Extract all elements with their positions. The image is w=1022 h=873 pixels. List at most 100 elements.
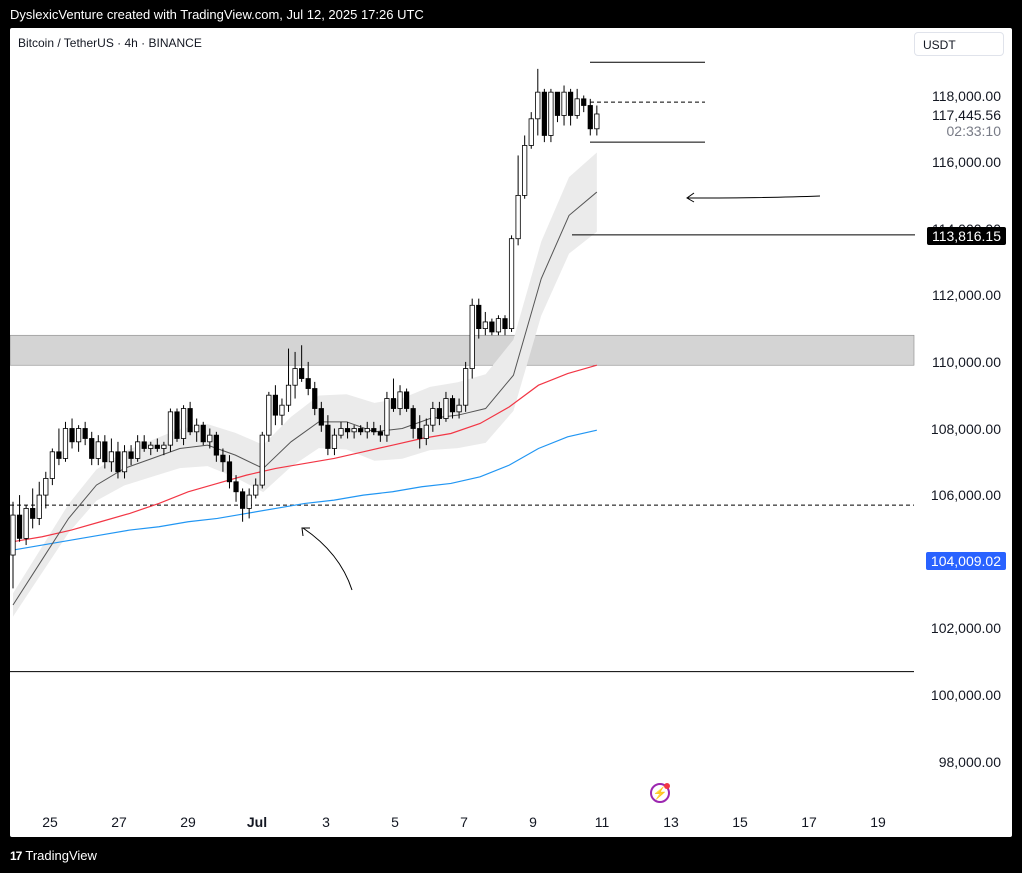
candle-up <box>364 428 370 433</box>
candle-down <box>16 514 23 539</box>
candle-up <box>121 451 128 473</box>
candle-up <box>259 434 265 486</box>
candle-down <box>213 434 219 456</box>
candle-up <box>482 321 488 330</box>
candle-down <box>299 368 305 379</box>
candle-up <box>279 404 285 416</box>
time-tick: Jul <box>246 814 268 830</box>
time-tick: 27 <box>111 814 127 830</box>
candle-up <box>508 238 515 330</box>
candle-up <box>331 434 338 449</box>
candle-down <box>56 451 62 459</box>
candle-down <box>318 408 324 426</box>
time-tick: 13 <box>663 814 679 830</box>
chart-panel[interactable]: Bitcoin / TetherUS · 4h · BINANCE USDT 1… <box>10 28 1012 837</box>
price-tick: 106,000.00 <box>930 487 1001 504</box>
candle-up <box>515 194 521 240</box>
time-tick: 15 <box>732 814 748 830</box>
time-tick: 17 <box>801 814 817 830</box>
candle-down <box>371 428 377 433</box>
candle-up <box>338 428 344 436</box>
candle-up <box>207 434 213 443</box>
last-price-label: 117,445.56 <box>931 107 1001 123</box>
horizontal-line-price-badge: 113,816.15 <box>926 227 1006 245</box>
candle-up <box>463 368 469 406</box>
candle-up <box>194 424 200 433</box>
price-tick: 102,000.00 <box>930 620 1001 637</box>
price-chart[interactable] <box>10 28 1012 837</box>
candle-up <box>351 428 357 433</box>
time-tick: 9 <box>529 814 537 830</box>
candle-up <box>528 118 534 146</box>
ema-red-line <box>12 364 598 543</box>
candle-down <box>272 394 279 416</box>
candle-up <box>469 304 475 369</box>
candle-up <box>384 398 390 436</box>
time-tick: 5 <box>391 814 399 830</box>
candle-down <box>233 481 239 493</box>
candle-up <box>246 494 252 509</box>
candle-down <box>449 398 456 413</box>
arrowhead-curved <box>301 527 310 537</box>
time-tick: 29 <box>180 814 196 830</box>
bollinger-band <box>13 152 597 617</box>
candle-down <box>141 441 147 449</box>
candle-up <box>23 508 29 539</box>
candle-down <box>226 461 233 483</box>
candle-up <box>423 424 429 439</box>
candle-down <box>187 408 193 433</box>
candle-down <box>174 411 180 439</box>
candle-up <box>62 428 69 459</box>
candle-down <box>200 424 206 443</box>
candle-down <box>102 441 108 463</box>
candle-up <box>535 91 541 120</box>
candle-down <box>305 378 311 389</box>
tradingview-logo-icon: 17 <box>10 848 22 863</box>
candle-up <box>266 394 272 436</box>
chart-attribution: DyslexicVenture created with TradingView… <box>10 7 424 22</box>
candle-up <box>10 514 16 556</box>
time-tick: 7 <box>460 814 468 830</box>
candle-up <box>253 484 259 496</box>
time-tick: 25 <box>42 814 58 830</box>
arrow-annotation-curved <box>302 527 353 591</box>
price-tick: 108,000.00 <box>930 420 1001 437</box>
candle-up <box>49 451 55 479</box>
footer-brand: TradingView <box>25 848 97 863</box>
time-tick: 11 <box>594 814 610 830</box>
time-tick: 19 <box>870 814 886 830</box>
candle-down <box>115 451 121 473</box>
price-tick: 118,000.00 <box>931 87 1001 104</box>
candle-down <box>581 98 587 106</box>
candle-up <box>167 411 174 446</box>
candle-down <box>69 428 75 443</box>
candle-up <box>397 391 403 409</box>
price-tick: 112,000.00 <box>931 287 1001 304</box>
candle-down <box>128 451 134 459</box>
currency-button[interactable]: USDT <box>914 32 1004 56</box>
candle-down <box>358 428 364 433</box>
candle-down <box>89 438 95 459</box>
candle-down <box>377 431 383 436</box>
candle-up <box>548 91 554 136</box>
candle-down <box>541 91 547 136</box>
candle-up <box>161 444 167 449</box>
candle-up <box>574 98 580 116</box>
candle-up <box>76 428 82 443</box>
candle-down <box>436 408 443 419</box>
candle-down <box>325 424 331 449</box>
candle-up <box>43 478 49 496</box>
candle-up <box>522 145 528 196</box>
candle-up <box>95 441 101 459</box>
price-tick: 116,000.00 <box>931 154 1001 171</box>
ema-blue-line <box>12 429 597 551</box>
candle-down <box>30 508 36 519</box>
price-tick: 100,000.00 <box>930 686 1001 703</box>
bar-countdown: 02:33:10 <box>946 123 1002 139</box>
candle-up <box>456 404 462 413</box>
lightning-icon[interactable]: ⚡ <box>650 783 670 803</box>
candle-down <box>417 428 423 439</box>
ema-blue-price-badge: 104,009.02 <box>925 552 1006 570</box>
candle-up <box>285 384 292 406</box>
candle-down <box>344 428 351 433</box>
